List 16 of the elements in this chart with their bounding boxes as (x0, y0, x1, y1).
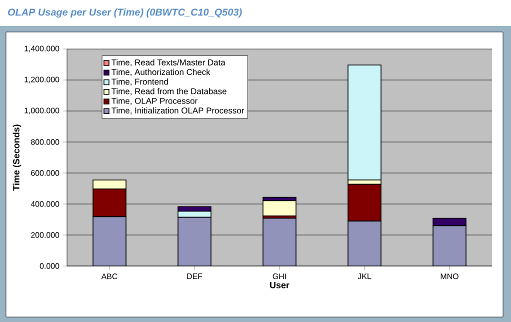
legend-label: Time, Read Texts/Master Data (112, 59, 226, 66)
legend-label: Time, Initialization OLAP Processor (112, 107, 244, 114)
bar (348, 220, 382, 266)
bar (178, 216, 212, 266)
y-axis-title: Time (Seconds) (12, 124, 22, 191)
legend-label: Time, OLAP Processor (112, 98, 198, 105)
legend-label: Time, Frontend (112, 78, 168, 86)
chart-title: OLAP Usage per User (Time) (0BWTC_C10_Q503) (8, 8, 242, 18)
bar (92, 216, 126, 266)
legend-label: Time, Read from the Database (112, 88, 226, 96)
legend-label: Time, Authorization Check (112, 68, 210, 76)
x-axis-title: User (270, 282, 290, 288)
bar (262, 200, 296, 216)
bar (348, 64, 382, 180)
bar (432, 225, 466, 266)
bar (262, 218, 296, 266)
